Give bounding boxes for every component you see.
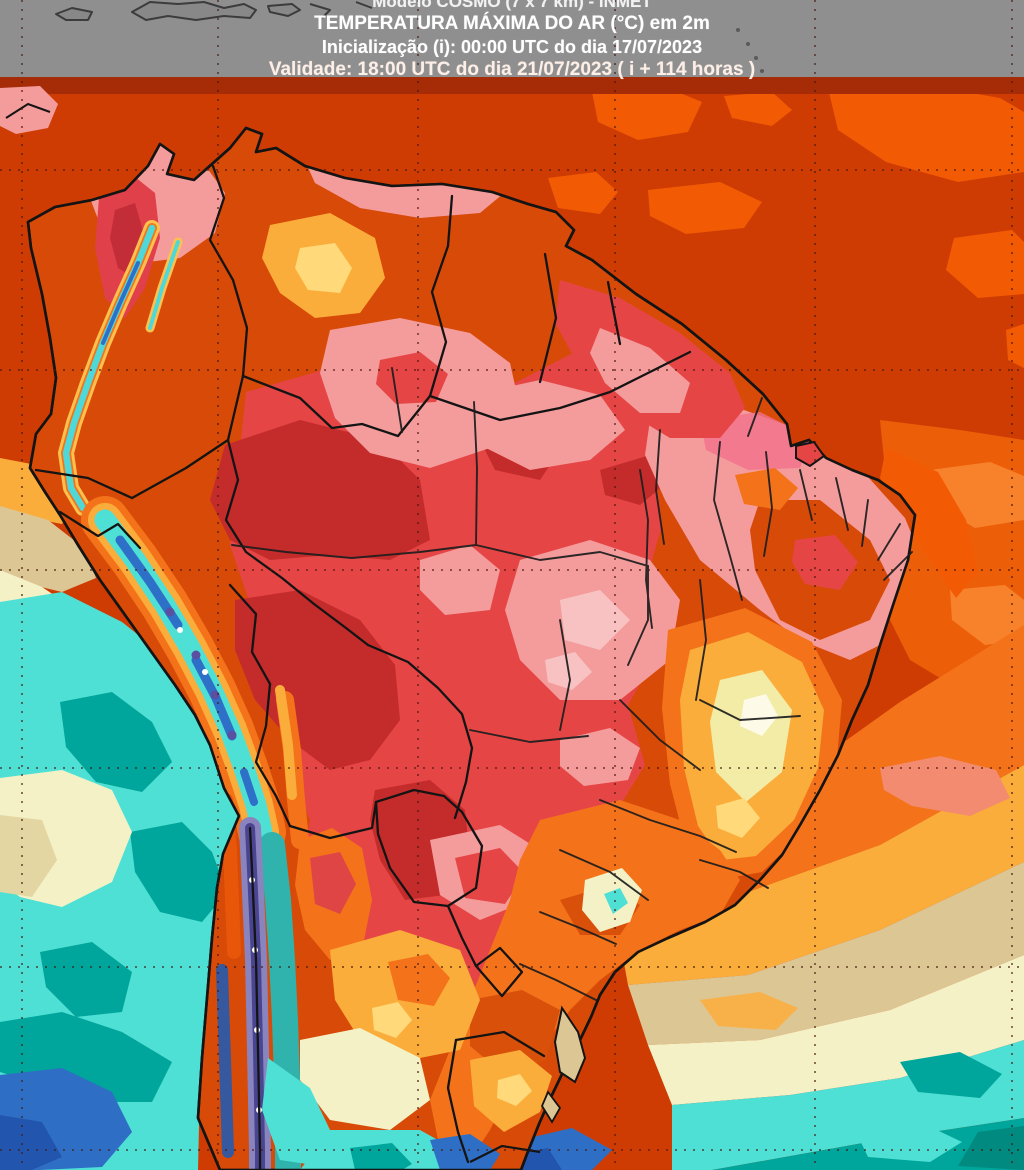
lesser-antilles-dots <box>736 28 764 73</box>
state-borders <box>231 367 913 1001</box>
south-brazil-uruguay <box>430 800 740 1160</box>
caribbean-islands <box>55 1 373 21</box>
andes-peru-bolivia <box>81 496 309 856</box>
continent-landmass <box>26 126 917 1170</box>
ocean-northeast-mottle <box>880 420 1024 700</box>
central-america-fragment <box>0 86 58 134</box>
pacific-cold-region <box>0 458 240 1170</box>
caribbean-gray-band <box>0 0 1024 134</box>
country-borders <box>34 164 692 1170</box>
east-central-warm-zone <box>662 608 842 880</box>
title-strip <box>0 77 1024 94</box>
ocean-hot-patches <box>548 84 1024 368</box>
argentina-gradient <box>262 828 500 1170</box>
andes-peru-peaks <box>165 607 237 740</box>
andes-colombia <box>58 220 183 516</box>
lagoa-dos-patos <box>469 1005 587 1163</box>
